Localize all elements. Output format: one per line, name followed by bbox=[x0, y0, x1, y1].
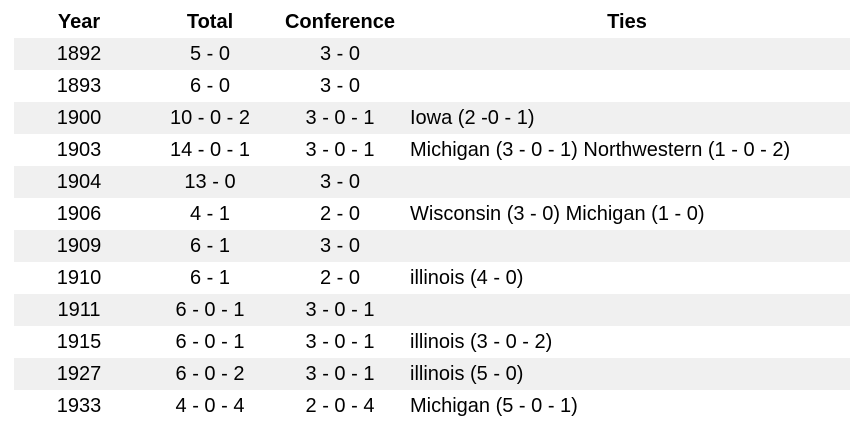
cell-year: 1893 bbox=[56, 75, 102, 97]
cell-total: 4 - 0 - 4 bbox=[175, 395, 245, 417]
cell-total: 14 - 0 - 1 bbox=[169, 139, 251, 161]
cell-conference: 3 - 0 - 1 bbox=[305, 331, 375, 353]
cell-total: 6 - 0 bbox=[189, 75, 231, 97]
cell-conference: 3 - 0 - 1 bbox=[305, 363, 375, 385]
cell-year: 1910 bbox=[56, 267, 102, 289]
table-row: 1910 6 - 1 2 - 0 illinois (4 - 0) bbox=[14, 262, 850, 294]
cell-year: 1892 bbox=[56, 43, 102, 65]
cell-total: 4 - 1 bbox=[189, 203, 231, 225]
table-row: 1893 6 - 0 3 - 0 bbox=[14, 70, 850, 102]
cell-total: 6 - 0 - 1 bbox=[175, 331, 245, 353]
cell-total: 6 - 0 - 2 bbox=[175, 363, 245, 385]
cell-year: 1900 bbox=[56, 107, 102, 129]
cell-total: 10 - 0 - 2 bbox=[169, 107, 251, 129]
table-row: 1909 6 - 1 3 - 0 bbox=[14, 230, 850, 262]
header-conference: Conference bbox=[284, 11, 396, 33]
header-ties: Ties bbox=[607, 11, 647, 33]
cell-ties: illinois (5 - 0) bbox=[410, 363, 524, 385]
table-header: Year Total Conference Ties bbox=[0, 6, 862, 38]
cell-ties: Iowa (2 -0 - 1) bbox=[410, 107, 535, 129]
cell-conference: 2 - 0 - 4 bbox=[305, 395, 375, 417]
cell-conference: 3 - 0 bbox=[319, 75, 361, 97]
cell-ties: Michigan (3 - 0 - 1) Northwestern (1 - 0… bbox=[410, 139, 791, 161]
cell-total: 6 - 1 bbox=[189, 267, 231, 289]
table-row: 1904 13 - 0 3 - 0 bbox=[14, 166, 850, 198]
cell-ties: illinois (4 - 0) bbox=[410, 267, 524, 289]
cell-total: 6 - 1 bbox=[189, 235, 231, 257]
cell-year: 1903 bbox=[56, 139, 102, 161]
cell-total: 6 - 0 - 1 bbox=[175, 299, 245, 321]
cell-total: 13 - 0 bbox=[184, 171, 236, 193]
cell-conference: 2 - 0 bbox=[319, 267, 361, 289]
cell-year: 1927 bbox=[56, 363, 102, 385]
cell-conference: 3 - 0 - 1 bbox=[305, 299, 375, 321]
cell-ties: Wisconsin (3 - 0) Michigan (1 - 0) bbox=[410, 203, 705, 225]
cell-year: 1933 bbox=[56, 395, 102, 417]
cell-year: 1906 bbox=[56, 203, 102, 225]
table-row: 1927 6 - 0 - 2 3 - 0 - 1 illinois (5 - 0… bbox=[14, 358, 850, 390]
cell-total: 5 - 0 bbox=[189, 43, 231, 65]
cell-conference: 3 - 0 bbox=[319, 43, 361, 65]
table-row: 1915 6 - 0 - 1 3 - 0 - 1 illinois (3 - 0… bbox=[14, 326, 850, 358]
cell-year: 1904 bbox=[56, 171, 102, 193]
header-total: Total bbox=[186, 11, 234, 33]
cell-conference: 3 - 0 - 1 bbox=[305, 107, 375, 129]
table-row: 1933 4 - 0 - 4 2 - 0 - 4 Michigan (5 - 0… bbox=[14, 390, 850, 422]
table-row: 1906 4 - 1 2 - 0 Wisconsin (3 - 0) Michi… bbox=[14, 198, 850, 230]
cell-year: 1909 bbox=[56, 235, 102, 257]
cell-conference: 3 - 0 - 1 bbox=[305, 139, 375, 161]
cell-ties: Michigan (5 - 0 - 1) bbox=[410, 395, 578, 417]
table-row: 1911 6 - 0 - 1 3 - 0 - 1 bbox=[14, 294, 850, 326]
table-row: 1903 14 - 0 - 1 3 - 0 - 1 Michigan (3 - … bbox=[14, 134, 850, 166]
header-year: Year bbox=[57, 11, 101, 33]
cell-ties: illinois (3 - 0 - 2) bbox=[410, 331, 553, 353]
cell-conference: 2 - 0 bbox=[319, 203, 361, 225]
table-row: 1892 5 - 0 3 - 0 bbox=[14, 38, 850, 70]
cell-conference: 3 - 0 bbox=[319, 235, 361, 257]
cell-year: 1911 bbox=[57, 299, 101, 321]
cell-conference: 3 - 0 bbox=[319, 171, 361, 193]
cell-year: 1915 bbox=[56, 331, 102, 353]
table-row: 1900 10 - 0 - 2 3 - 0 - 1 Iowa (2 -0 - 1… bbox=[14, 102, 850, 134]
